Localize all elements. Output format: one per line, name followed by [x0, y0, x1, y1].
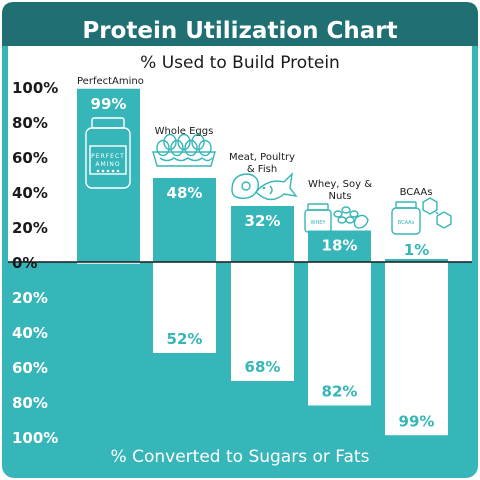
bar-top-4: [385, 259, 448, 262]
y-tick-top-20: 20%: [12, 219, 48, 237]
bottom-value-label-2: 68%: [245, 358, 281, 376]
y-axis-ticks: 100% 80% 60% 40% 20% 0% 20% 40% 60% 80% 100%: [12, 79, 58, 447]
bar-bottom-2: [231, 262, 294, 381]
bottom-value-label-0: 1%: [96, 241, 121, 259]
bar-top-1: [153, 178, 216, 262]
bottom-caption: % Converted to Sugars or Fats: [111, 447, 370, 467]
bottom-value-label-4: 99%: [399, 412, 435, 430]
y-tick-top-40: 40%: [12, 184, 48, 202]
bottom-value-label-3: 82%: [322, 383, 358, 401]
y-tick-top-100: 100%: [12, 79, 58, 97]
y-tick-top-60: 60%: [12, 149, 48, 167]
top-value-label-3: 18%: [322, 237, 358, 255]
bar-top-2: [231, 206, 294, 262]
whey-soy-nuts-icon: WHEY: [304, 203, 369, 233]
egg-carton-icon: [152, 133, 216, 167]
labels-group: 99% 1% 48% 52% 32% 68% 18% 82% 1% 99% PerfectAmino…: [77, 76, 434, 430]
title-banner: [2, 2, 478, 46]
y-tick-bottom-60: 60%: [12, 359, 48, 377]
bottom-value-label-1: 52%: [167, 330, 203, 348]
bar-bottom-4: [385, 262, 448, 436]
y-tick-bottom-20: 20%: [12, 289, 48, 307]
bar-top-3: [308, 230, 371, 262]
category-label-4: BCAAs: [400, 187, 433, 198]
bar-bottom-3: [308, 262, 371, 406]
category-label-2: Meat, Poultry & Fish: [229, 152, 295, 175]
bcaa-label-text: BCAAs: [398, 220, 415, 226]
bars-group: [77, 88, 448, 436]
top-value-label-4: 1%: [404, 241, 429, 259]
y-tick-bottom-40: 40%: [12, 324, 48, 342]
bar-bottom-0: [77, 262, 140, 264]
category-label-1: Whole Eggs: [155, 126, 214, 137]
top-value-label-2: 32%: [245, 212, 281, 230]
whey-label-text: WHEY: [311, 220, 327, 226]
bottle-label-text-1: PERFECT: [91, 153, 125, 160]
y-tick-top-80: 80%: [12, 114, 48, 132]
category-label-3: Whey, Soy & Nuts: [308, 179, 372, 202]
y-tick-bottom-100: 100%: [12, 429, 58, 447]
chart-subtitle: % Used to Build Protein: [140, 53, 340, 73]
bar-bottom-1: [153, 262, 216, 353]
bcaa-jar-icon: BCAAs: [391, 197, 452, 235]
top-value-label-1: 48%: [167, 184, 203, 202]
y-tick-top-0: 0%: [12, 254, 37, 272]
bottle-label-text-2: AMINO: [95, 161, 120, 168]
meat-fish-icon: [231, 172, 298, 201]
y-tick-bottom-80: 80%: [12, 394, 48, 412]
chart-title: Protein Utilization Chart: [82, 18, 397, 44]
top-value-label-0: 99%: [91, 95, 127, 113]
category-label-0: PerfectAmino: [77, 76, 144, 87]
